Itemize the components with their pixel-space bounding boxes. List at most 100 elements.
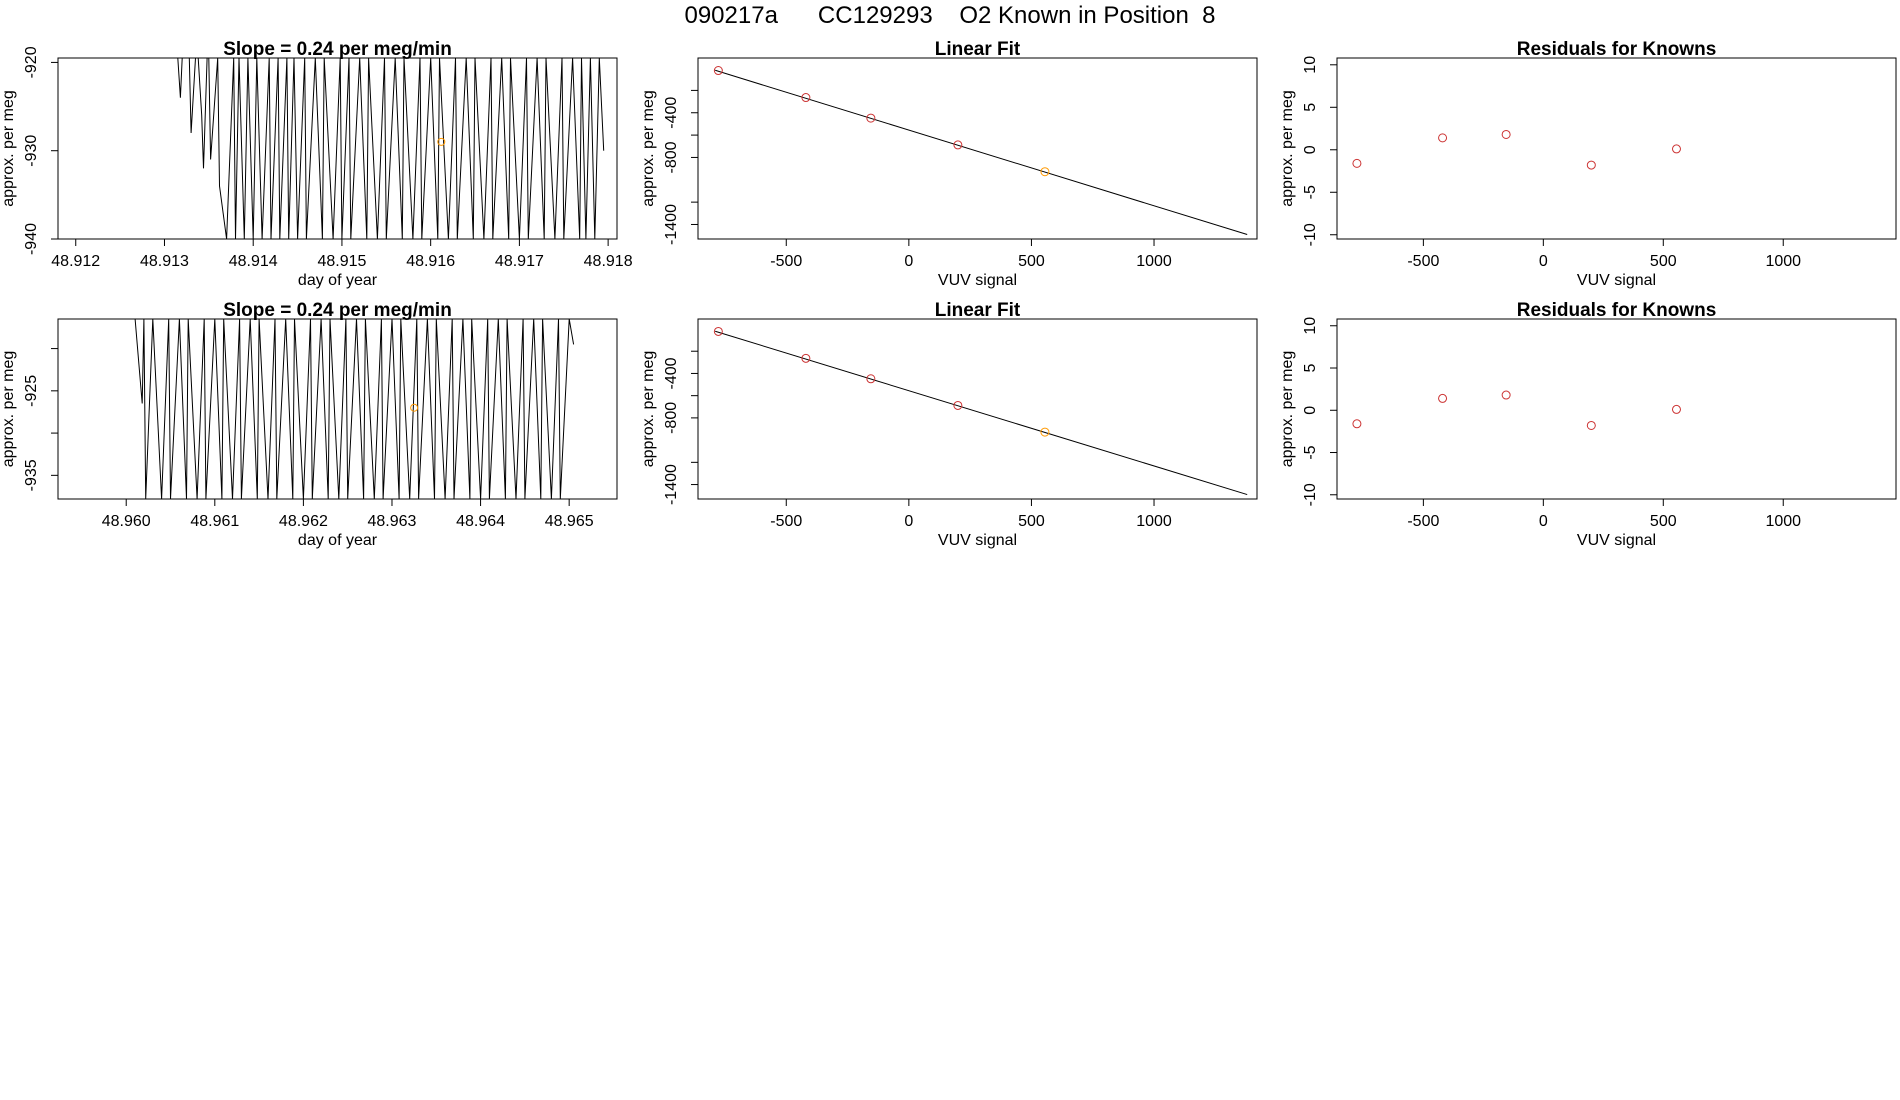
x-axis-label: VUV signal <box>938 272 1017 289</box>
known-point <box>801 353 811 363</box>
known-point <box>953 400 963 410</box>
y-axis-label: approx. per meg <box>640 90 657 207</box>
x-tick-label: 48.965 <box>545 513 594 530</box>
x-tick-label: 48.914 <box>229 253 278 270</box>
plot-area <box>713 326 1248 496</box>
x-tick-label: 48.917 <box>495 253 544 270</box>
plot-area <box>134 319 575 499</box>
y-tick-label: -1400 <box>663 464 680 505</box>
x-tick-label: 500 <box>1018 253 1045 270</box>
chart-title: Slope = 0.24 per meg/min <box>223 300 452 321</box>
y-tick-label: -400 <box>663 357 680 389</box>
fit-line <box>715 330 1248 496</box>
sample-point <box>410 403 419 412</box>
x-tick-label: 1000 <box>1765 253 1801 270</box>
known-point <box>1501 129 1511 139</box>
chart-title: Linear Fit <box>935 39 1021 60</box>
known-point <box>1352 419 1362 429</box>
y-axis-label: approx. per meg <box>0 90 17 207</box>
y-tick-label: -1400 <box>663 204 680 245</box>
x-axis-label: VUV signal <box>938 532 1017 549</box>
panel-drift-top: Slope = 0.24 per meg/min 48.912 48.913 48.9… <box>0 39 633 289</box>
chart-title: Residuals for Knowns <box>1517 39 1717 60</box>
sample-point <box>437 137 446 146</box>
panel-resid-bottom: Residuals for Knowns -500 0 500 1000 VUV sign… <box>1279 300 1897 549</box>
plot-area <box>1352 390 1681 430</box>
y-tick-label: 5 <box>1302 363 1319 372</box>
x-tick-label: 48.961 <box>190 513 239 530</box>
x-tick-label: 48.916 <box>406 253 455 270</box>
y-tick-label: -10 <box>1302 223 1319 246</box>
y-tick-label: 0 <box>1302 406 1319 415</box>
plot-frame <box>1336 318 1897 500</box>
x-tick-label: 48.913 <box>140 253 189 270</box>
y-tick-label: -5 <box>1302 445 1319 459</box>
known-point <box>713 326 723 336</box>
x-tick-label: 48.915 <box>317 253 366 270</box>
y-axis-label: approx. per meg <box>1279 90 1296 207</box>
y-tick-label: -800 <box>663 141 680 173</box>
x-tick-label: -500 <box>1407 253 1439 270</box>
plot-frame <box>697 57 1258 240</box>
known-point <box>1671 404 1681 414</box>
known-point <box>1438 393 1448 403</box>
x-tick-label: 48.960 <box>102 513 151 530</box>
x-tick-label: 48.963 <box>368 513 417 530</box>
sample-point <box>1040 167 1050 177</box>
series-trace <box>177 58 605 239</box>
panel-fit-bottom: Linear Fit -500 0 500 1000 VUV signal -1400 -80… <box>640 300 1258 549</box>
x-tick-label: 1000 <box>1765 513 1801 530</box>
x-tick-label: -500 <box>770 513 802 530</box>
y-tick-label: -10 <box>1302 483 1319 506</box>
x-tick-label: 48.912 <box>51 253 100 270</box>
x-axis-label: VUV signal <box>1577 532 1656 549</box>
page-title: 090217a CC129293 O2 Known in Position 8 <box>684 2 1216 29</box>
y-axis-label: approx. per meg <box>0 351 17 468</box>
x-tick-label: -500 <box>770 253 802 270</box>
x-axis-label: VUV signal <box>1577 272 1656 289</box>
panel-resid-top: Residuals for Knowns -500 0 500 1000 VUV sign… <box>1279 39 1897 289</box>
known-point <box>713 66 723 76</box>
x-tick-label: 1000 <box>1136 513 1172 530</box>
y-tick-label: -400 <box>663 97 680 129</box>
plot-area <box>713 66 1248 236</box>
known-point <box>1352 158 1362 168</box>
fit-line <box>715 69 1248 236</box>
y-tick-label: -935 <box>23 459 40 491</box>
series-trace <box>134 319 575 499</box>
panel-fit-top: Linear Fit -500 0 500 1000 VUV signal -1400 -80… <box>640 39 1258 289</box>
plot-frame <box>697 318 1258 500</box>
panel-drift-bottom: Slope = 0.24 per meg/min 48.960 48.961 48.9… <box>0 300 618 549</box>
known-point <box>1586 160 1596 170</box>
known-point <box>953 140 963 150</box>
x-tick-label: 500 <box>1018 513 1045 530</box>
known-point <box>866 374 876 384</box>
known-point <box>1438 133 1448 143</box>
plot-area <box>1352 129 1681 170</box>
y-tick-label: -800 <box>663 402 680 434</box>
plot-frame <box>57 57 618 240</box>
y-axis-label: approx. per meg <box>1279 351 1296 468</box>
x-tick-label: 0 <box>904 513 913 530</box>
x-tick-label: -500 <box>1407 513 1439 530</box>
x-tick-label: 48.918 <box>584 253 633 270</box>
y-tick-label: 10 <box>1302 317 1319 335</box>
y-tick-label: -930 <box>23 135 40 167</box>
y-tick-label: -940 <box>23 223 40 255</box>
plot-area <box>177 58 605 239</box>
x-axis-label: day of year <box>298 532 378 549</box>
x-tick-label: 1000 <box>1136 253 1172 270</box>
y-tick-label: -920 <box>23 46 40 78</box>
known-point <box>1501 390 1511 400</box>
y-tick-label: 5 <box>1302 103 1319 112</box>
known-point <box>866 113 876 123</box>
x-tick-label: 0 <box>1539 253 1548 270</box>
x-tick-label: 0 <box>1539 513 1548 530</box>
known-point <box>1586 420 1596 430</box>
y-tick-label: 0 <box>1302 145 1319 154</box>
y-tick-label: -5 <box>1302 185 1319 199</box>
known-point <box>801 93 811 103</box>
plot-frame <box>57 318 618 500</box>
x-tick-label: 500 <box>1650 513 1677 530</box>
